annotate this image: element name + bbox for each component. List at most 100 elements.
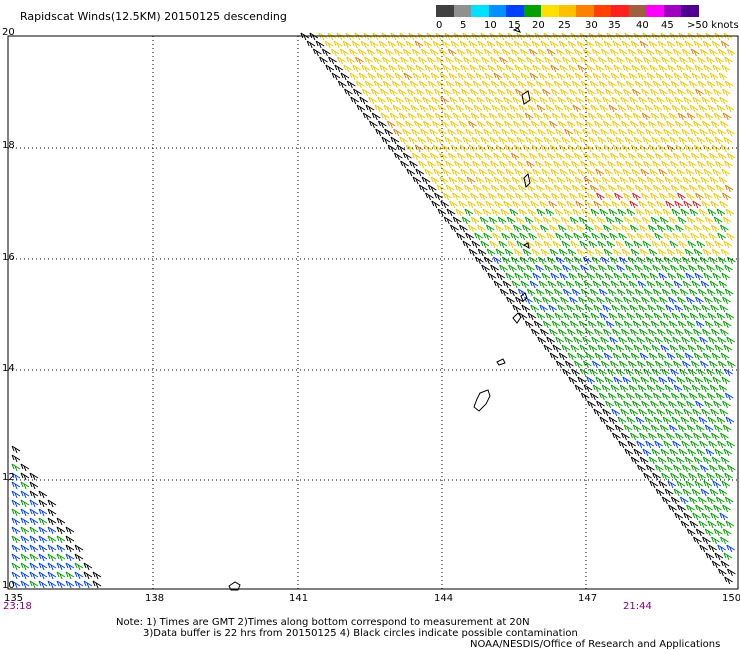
wind-barb (461, 88, 470, 97)
wind-barb (644, 416, 654, 425)
wind-barb (549, 248, 559, 257)
wind-barb (516, 136, 526, 145)
wind-barb (664, 488, 674, 497)
wind-barb (545, 208, 555, 217)
wind-barb (646, 176, 656, 185)
wind-barb (618, 440, 627, 449)
wind-barb (611, 120, 621, 129)
wind-barb (670, 80, 680, 89)
wind-barb (708, 128, 717, 137)
wind-barb (594, 328, 603, 337)
wind-barb (587, 320, 597, 329)
wind-barb (520, 280, 530, 289)
wind-barb (400, 80, 410, 89)
wind-barb (83, 571, 93, 580)
wind-barb (522, 40, 532, 49)
wind-barb (565, 72, 575, 81)
wind-barb (394, 72, 404, 81)
wind-barb (74, 553, 84, 562)
wind-barb (580, 264, 589, 273)
wind-barb (483, 48, 493, 57)
wind-barb (689, 104, 699, 113)
wind-barb (20, 472, 30, 481)
wind-barb (684, 432, 693, 441)
wind-barb (510, 152, 520, 161)
wind-barb (668, 216, 678, 225)
wind-barb (715, 496, 725, 505)
wind-barb (601, 72, 611, 81)
wind-barb (585, 248, 595, 257)
wind-barb (431, 200, 441, 209)
wind-barb (11, 580, 21, 589)
wind-barb (415, 64, 425, 73)
wind-barb (678, 240, 688, 249)
wind-barb (712, 272, 722, 281)
wind-barb (474, 48, 484, 57)
wind-barb (542, 216, 552, 225)
wind-barb (562, 80, 572, 89)
wind-barb (497, 192, 506, 201)
wind-barb (648, 432, 657, 441)
wind-barb (634, 184, 644, 193)
wind-barb (482, 208, 492, 217)
wind-barb (722, 192, 731, 201)
wind-barb (650, 424, 660, 433)
wind-barb (543, 136, 553, 145)
wind-barb (677, 192, 686, 201)
wind-barb (38, 580, 48, 589)
wind-barb (611, 304, 621, 313)
wind-barb (420, 152, 430, 161)
wind-barb (20, 562, 30, 571)
wind-barb (529, 72, 539, 81)
wind-barb (591, 48, 601, 57)
wind-barb (720, 328, 729, 337)
wind-barb (720, 536, 729, 545)
wind-barb (725, 104, 735, 113)
wind-barb (661, 496, 671, 505)
wind-barb (607, 184, 617, 193)
wind-barb (398, 112, 408, 121)
wind-barb (673, 488, 683, 497)
wind-barb (581, 104, 591, 113)
wind-barb (443, 192, 452, 201)
wind-barb (454, 80, 464, 89)
wind-barb (526, 264, 535, 273)
wind-barb (642, 448, 652, 457)
wind-barb (612, 328, 621, 337)
wind-barb (589, 368, 598, 377)
wind-barb (479, 192, 488, 201)
wind-barb (556, 176, 566, 185)
wind-barb (580, 56, 589, 65)
wind-barb (515, 88, 524, 97)
wind-barb (648, 328, 657, 337)
wind-barb (605, 216, 615, 225)
wind-barb (651, 448, 661, 457)
wind-barb (580, 288, 590, 297)
wind-barb (548, 224, 558, 233)
wind-barb (720, 144, 730, 153)
wind-barb (562, 160, 571, 169)
wind-barb (680, 416, 690, 425)
wind-barb (654, 152, 664, 161)
wind-barb (588, 136, 598, 145)
wind-barb (710, 96, 720, 105)
wind-barb (706, 56, 715, 65)
wind-barb (696, 136, 706, 145)
wind-barb (528, 152, 538, 161)
wind-barb (654, 48, 664, 57)
wind-barb (720, 432, 729, 441)
wind-barb (681, 152, 691, 161)
wind-barb (469, 64, 479, 73)
wind-barb (406, 168, 416, 177)
wind-barb (597, 344, 607, 353)
wind-barb (656, 408, 666, 417)
wind-barb (473, 208, 483, 217)
wind-barb (65, 562, 75, 571)
wind-barb (343, 64, 353, 73)
wind-barb (704, 296, 713, 305)
wind-barb (462, 240, 472, 249)
wind-barb (713, 88, 722, 97)
legend-labels: 0 5 10 15 20 25 30 35 40 45 >50 knots (430, 20, 740, 32)
wind-barb (715, 472, 724, 481)
wind-barb (646, 72, 656, 81)
